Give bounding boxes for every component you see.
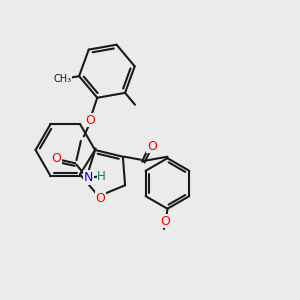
Text: O: O — [85, 114, 95, 127]
Text: O: O — [95, 192, 105, 205]
Text: N: N — [84, 171, 93, 184]
Text: O: O — [160, 215, 170, 228]
Text: CH₃: CH₃ — [53, 74, 71, 84]
Text: O: O — [147, 140, 157, 153]
Text: H: H — [97, 170, 106, 183]
Text: O: O — [51, 152, 61, 165]
